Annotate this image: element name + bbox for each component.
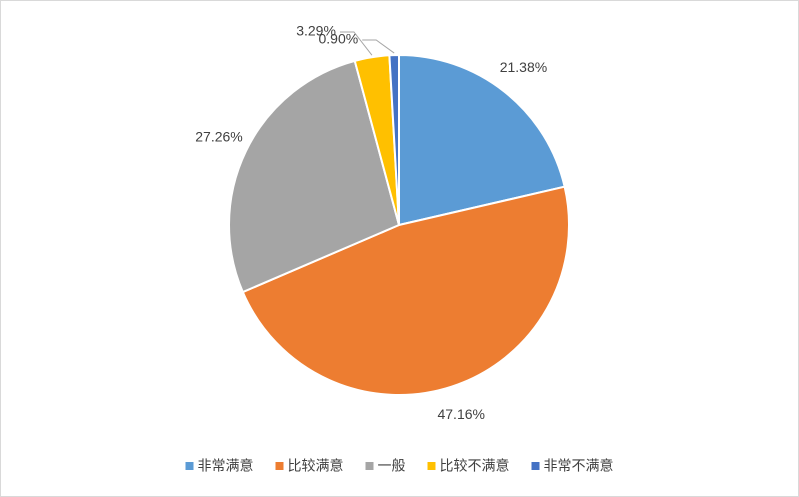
- pie-slice: [228, 59, 401, 294]
- data-label: 0.90%: [318, 31, 358, 47]
- data-label: 21.38%: [500, 59, 547, 75]
- pie-slice: [241, 185, 570, 396]
- data-label: 47.16%: [437, 406, 484, 422]
- data-label: 3.29%: [296, 23, 336, 39]
- legend-label: 非常满意: [198, 458, 254, 474]
- legend-marker: [275, 462, 284, 470]
- legend-marker: [427, 462, 436, 470]
- data-label: 27.26%: [195, 129, 242, 145]
- leader-line: [339, 31, 373, 56]
- legend-marker: [531, 462, 540, 470]
- legend-label: 比较满意: [288, 458, 344, 474]
- legend-marker: [185, 462, 194, 470]
- pie-slice: [388, 53, 400, 226]
- legend-label: 非常不满意: [544, 458, 614, 474]
- leader-line: [362, 39, 395, 54]
- pie-slice: [398, 53, 566, 227]
- legend-marker: [365, 462, 374, 470]
- legend-label: 一般: [378, 458, 406, 474]
- legend-label: 比较不满意: [440, 458, 510, 474]
